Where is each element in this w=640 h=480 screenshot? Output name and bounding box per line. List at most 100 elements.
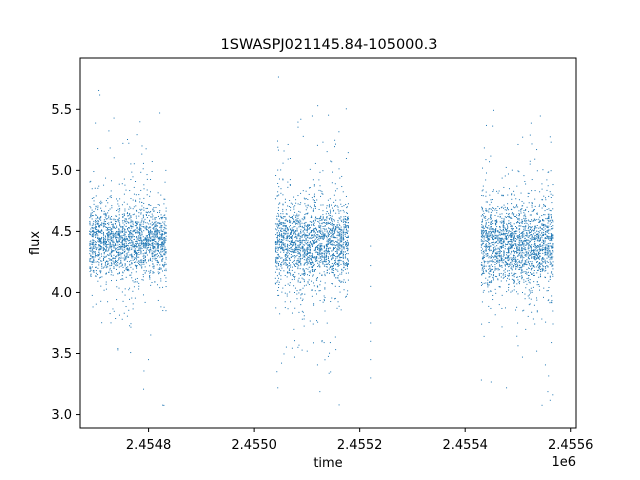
data-point	[304, 228, 306, 230]
data-point	[481, 283, 483, 285]
data-point	[132, 214, 134, 216]
data-point	[302, 248, 304, 250]
data-point	[149, 231, 151, 233]
data-point	[129, 264, 131, 266]
data-point	[317, 262, 319, 264]
data-point	[279, 224, 281, 226]
data-point	[488, 211, 490, 213]
data-point	[95, 218, 97, 220]
data-point	[138, 288, 140, 290]
data-point	[340, 239, 342, 241]
data-point	[341, 240, 343, 242]
data-point	[513, 250, 515, 252]
data-point	[505, 229, 507, 231]
data-point	[121, 246, 123, 248]
data-point	[499, 215, 501, 217]
data-point	[311, 231, 312, 233]
data-point	[329, 229, 331, 231]
data-point	[165, 252, 167, 254]
data-point	[101, 222, 103, 224]
data-point	[283, 230, 285, 232]
data-point	[505, 243, 506, 245]
data-point	[122, 222, 124, 224]
data-point	[347, 226, 349, 228]
data-point	[289, 245, 291, 247]
data-point	[302, 278, 304, 280]
data-point	[105, 250, 107, 252]
data-point	[135, 181, 137, 182]
data-point	[518, 210, 520, 212]
data-point	[103, 210, 105, 212]
data-point	[141, 261, 143, 263]
data-point	[345, 272, 347, 274]
data-point	[154, 257, 156, 259]
data-point	[306, 228, 308, 230]
data-point	[494, 314, 496, 316]
data-point	[336, 307, 338, 309]
data-point	[161, 233, 163, 235]
data-point	[92, 248, 94, 250]
data-point	[482, 272, 484, 274]
data-point	[151, 231, 153, 233]
data-point	[306, 257, 308, 259]
data-point	[150, 226, 152, 228]
data-point	[311, 261, 313, 263]
data-point	[162, 216, 164, 218]
data-point	[122, 226, 124, 228]
data-point	[136, 232, 138, 234]
data-point	[131, 236, 133, 238]
data-point	[130, 352, 132, 354]
data-point	[485, 233, 487, 235]
data-point	[511, 245, 513, 247]
data-point	[134, 278, 136, 280]
data-point	[120, 261, 122, 263]
data-point	[335, 199, 337, 201]
data-point	[329, 242, 331, 244]
data-point	[113, 254, 115, 256]
data-point	[344, 227, 346, 229]
data-point	[332, 254, 334, 256]
data-point	[296, 240, 298, 242]
data-point	[488, 225, 490, 227]
data-point	[481, 281, 483, 283]
data-point	[510, 236, 512, 238]
data-point	[101, 253, 103, 255]
data-point	[328, 247, 330, 249]
data-point	[131, 263, 133, 265]
data-point	[107, 232, 109, 234]
data-point	[89, 266, 91, 268]
data-point	[101, 263, 103, 265]
data-point	[313, 243, 315, 245]
data-point	[90, 255, 92, 257]
data-point	[155, 232, 157, 234]
data-point	[493, 235, 495, 237]
data-point	[320, 257, 322, 259]
data-point	[507, 226, 509, 228]
data-point	[510, 243, 512, 245]
data-point	[508, 188, 510, 190]
data-point	[284, 258, 286, 260]
data-point	[134, 222, 136, 224]
data-point	[500, 232, 502, 234]
data-point	[151, 282, 153, 284]
data-point	[303, 217, 305, 219]
data-point	[122, 235, 124, 236]
data-point	[506, 252, 508, 254]
data-point	[287, 186, 289, 188]
data-point	[154, 243, 156, 245]
data-point	[501, 222, 503, 224]
data-point	[277, 223, 279, 225]
data-point	[139, 245, 141, 247]
data-point	[334, 268, 336, 270]
data-point	[143, 260, 145, 262]
data-point	[107, 263, 109, 265]
data-point	[309, 205, 311, 207]
data-point	[275, 250, 277, 252]
data-point	[133, 238, 135, 240]
data-point	[152, 247, 154, 249]
data-point	[485, 234, 487, 236]
data-point	[122, 244, 124, 246]
data-point	[132, 256, 134, 258]
data-point	[493, 274, 495, 276]
data-point	[122, 243, 124, 245]
